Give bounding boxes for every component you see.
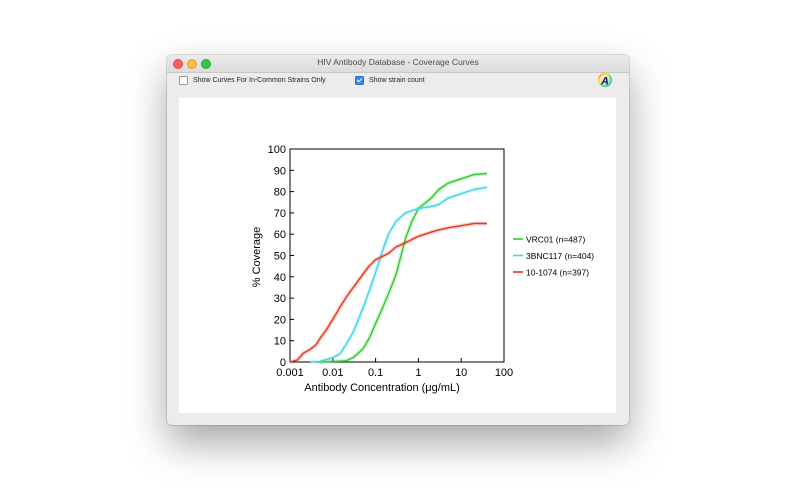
minimize-button[interactable] [187, 59, 197, 69]
strain-count-label: Show strain count [369, 77, 425, 84]
y-tick-label: 10 [274, 336, 286, 348]
x-tick-label: 10 [455, 367, 467, 379]
y-tick-label: 70 [274, 208, 286, 220]
y-tick-label: 100 [268, 144, 286, 156]
legend-label: VRC01 (n=487) [526, 235, 585, 245]
x-tick-label: 1 [415, 367, 421, 379]
window-title: HIV Antibody Database - Coverage Curves [317, 57, 479, 67]
chart-axes: 0 10 20 30 40 50 60 70 80 90 100 0.001 0.01 0.1 1 10 100 [268, 144, 514, 379]
app-window: HIV Antibody Database - Coverage Curves … [167, 55, 629, 425]
chart-panel: 0 10 20 30 40 50 60 70 80 90 100 0.001 0.01 0.1 1 10 100… [179, 98, 616, 413]
legend-label: 3BNC117 (n=404) [526, 251, 594, 261]
app-logo-icon: A [598, 73, 612, 88]
title-bar[interactable]: HIV Antibody Database - Coverage Curves [167, 55, 629, 73]
x-tick-label: 0.001 [276, 367, 304, 379]
logo-letter: A [600, 76, 609, 88]
series-line [289, 222, 487, 363]
common-strains-checkbox[interactable]: Show Curves For In-Common Strains Only [179, 76, 326, 85]
series-line [319, 172, 488, 363]
checkbox-box[interactable] [355, 76, 364, 85]
plot-frame [289, 148, 505, 363]
y-tick-label: 60 [274, 229, 286, 241]
chart-series [289, 171, 488, 364]
chart-legend: VRC01 (n=487) 3BNC117 (n=404) 10-1074 (n=3… [513, 235, 594, 278]
strain-count-checkbox[interactable]: Show strain count [355, 76, 425, 85]
zoom-button[interactable] [201, 59, 211, 69]
common-strains-label: Show Curves For In-Common Strains Only [193, 77, 326, 84]
legend-label: 10-1074 (n=397) [526, 268, 589, 278]
series-glow [310, 185, 488, 364]
checkbox-box[interactable] [179, 76, 188, 85]
y-tick-label: 20 [274, 314, 286, 326]
x-tick-label: 0.1 [368, 367, 383, 379]
series-glow [319, 171, 488, 364]
y-tick-label: 80 [274, 187, 286, 199]
series-line [310, 186, 488, 363]
y-axis-label: % Coverage [251, 227, 263, 288]
x-tick-label: 0.01 [322, 367, 343, 379]
y-tick-label: 0 [280, 357, 286, 369]
x-tick-label: 100 [495, 367, 513, 379]
close-button[interactable] [173, 59, 183, 69]
coverage-chart: 0 10 20 30 40 50 60 70 80 90 100 0.001 0.01 0.1 1 10 100… [251, 144, 594, 394]
x-axis-label: Antibody Concentration (μg/mL) [304, 382, 460, 394]
y-tick-label: 50 [274, 251, 286, 263]
y-tick-label: 30 [274, 293, 286, 305]
y-tick-label: 40 [274, 272, 286, 284]
y-tick-label: 90 [274, 165, 286, 177]
